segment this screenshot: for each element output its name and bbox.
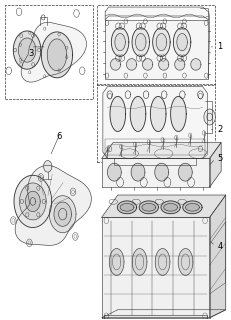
Polygon shape [153, 28, 170, 56]
Polygon shape [136, 34, 146, 51]
Text: 4: 4 [217, 242, 223, 251]
Polygon shape [177, 34, 187, 51]
Polygon shape [155, 163, 169, 181]
Polygon shape [115, 34, 125, 51]
Polygon shape [20, 183, 46, 220]
Text: 2: 2 [217, 125, 223, 134]
Polygon shape [139, 201, 158, 214]
Text: 1: 1 [217, 42, 223, 52]
Polygon shape [13, 31, 41, 69]
Bar [97, 5, 215, 85]
Polygon shape [159, 59, 169, 70]
Polygon shape [107, 163, 121, 181]
Polygon shape [191, 59, 201, 70]
Text: 3: 3 [28, 49, 33, 58]
Polygon shape [15, 165, 91, 245]
Polygon shape [49, 196, 76, 233]
Polygon shape [21, 22, 86, 82]
Polygon shape [142, 204, 156, 211]
Polygon shape [109, 249, 124, 275]
Polygon shape [178, 249, 193, 275]
Polygon shape [161, 201, 180, 214]
Polygon shape [104, 315, 207, 320]
Polygon shape [178, 163, 192, 181]
Polygon shape [47, 39, 67, 71]
Polygon shape [210, 142, 221, 187]
Polygon shape [110, 96, 126, 132]
Polygon shape [164, 204, 177, 211]
Text: 6: 6 [57, 132, 62, 140]
Polygon shape [110, 59, 121, 70]
Polygon shape [132, 249, 147, 275]
Polygon shape [41, 32, 73, 78]
Polygon shape [105, 7, 209, 20]
Polygon shape [171, 96, 186, 132]
Polygon shape [156, 34, 167, 51]
Polygon shape [130, 96, 146, 132]
Text: 5: 5 [217, 154, 223, 163]
Polygon shape [117, 201, 137, 214]
Polygon shape [183, 201, 202, 214]
Polygon shape [44, 161, 52, 172]
Polygon shape [120, 204, 134, 211]
Bar [5, 5, 93, 100]
Polygon shape [111, 28, 129, 56]
Polygon shape [54, 202, 71, 226]
Polygon shape [25, 191, 40, 212]
Polygon shape [103, 87, 207, 158]
Polygon shape [14, 175, 52, 228]
Polygon shape [131, 163, 145, 181]
Polygon shape [127, 59, 137, 70]
Polygon shape [102, 195, 226, 217]
Polygon shape [102, 158, 210, 187]
Polygon shape [102, 142, 221, 158]
Polygon shape [18, 38, 36, 62]
Polygon shape [102, 217, 210, 318]
Polygon shape [102, 310, 226, 318]
Polygon shape [210, 195, 226, 318]
Polygon shape [185, 204, 199, 211]
Polygon shape [132, 28, 149, 56]
Polygon shape [175, 59, 185, 70]
Polygon shape [143, 59, 153, 70]
Bar [97, 84, 215, 162]
Polygon shape [105, 20, 209, 79]
Polygon shape [173, 28, 191, 56]
Polygon shape [150, 96, 166, 132]
Polygon shape [155, 249, 170, 275]
Polygon shape [204, 109, 215, 125]
